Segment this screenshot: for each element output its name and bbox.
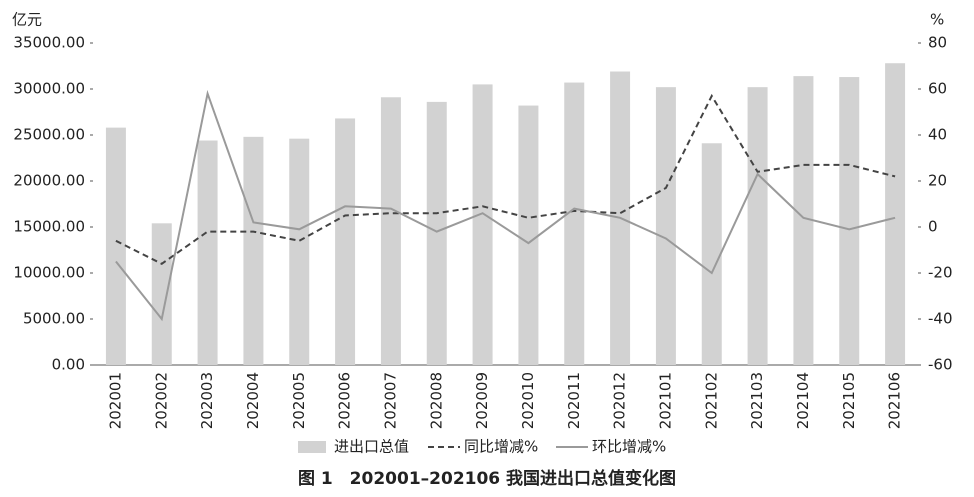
- y2-tick-label: 20: [928, 172, 947, 190]
- bar: [197, 140, 218, 365]
- x-tick-label: 202004: [244, 372, 262, 429]
- line: [115, 89, 896, 322]
- legend-label: 环比增减%: [592, 438, 666, 456]
- y2-tick-label: -40: [928, 310, 953, 328]
- y-tick-label: 25000.00: [13, 126, 85, 144]
- bar: [885, 63, 906, 366]
- x-tick-label: 202010: [519, 372, 537, 429]
- legend-label: 同比增减%: [464, 438, 538, 456]
- bar: [243, 136, 264, 365]
- bar: [289, 138, 310, 365]
- x-tick-label: 202007: [381, 372, 399, 429]
- bar: [105, 127, 126, 365]
- y2-tick-label: -20: [928, 264, 953, 282]
- legend-label: 进出口总值: [334, 438, 409, 456]
- bar: [747, 87, 768, 365]
- y-tick-label: 20000.00: [13, 172, 85, 190]
- y-tick-label: 35000.00: [13, 34, 85, 52]
- x-tick-label: 202001: [106, 372, 124, 429]
- bar: [380, 97, 401, 365]
- x-tick-label: 202101: [656, 372, 674, 429]
- x-tick-label: 202006: [336, 372, 354, 429]
- y2-tick-label: 0: [928, 218, 938, 236]
- y2-tick-label: 60: [928, 80, 947, 98]
- y-tick-label: 0.00: [52, 356, 85, 374]
- x-tick-label: 202012: [611, 372, 629, 429]
- y2-unit-label: %: [930, 11, 944, 29]
- bar: [793, 76, 814, 366]
- caption: 图 1 202001–202106 我国进出口总值变化图: [298, 468, 676, 489]
- bar: [564, 82, 585, 365]
- x-tick-label: 202102: [702, 372, 720, 429]
- bar: [701, 143, 722, 365]
- x-tick-label: 202005: [290, 372, 308, 429]
- x-tick-label: 202105: [840, 372, 858, 429]
- x-tick-label: 202103: [748, 372, 766, 429]
- x-tick-label: 202008: [427, 372, 445, 429]
- bar: [472, 84, 493, 366]
- x-tick-label: 202003: [198, 372, 216, 429]
- x-tick-label: 202106: [886, 372, 904, 429]
- y-tick-label: 30000.00: [13, 80, 85, 98]
- bar: [335, 118, 356, 365]
- y2-tick-label: 40: [928, 126, 947, 144]
- bar: [839, 77, 860, 365]
- y-tick-label: 15000.00: [13, 218, 85, 236]
- y-tick-label: 10000.00: [13, 264, 85, 282]
- x-tick-label: 202104: [794, 372, 812, 429]
- x-tick-label: 202011: [565, 372, 583, 429]
- x-tick-label: 202009: [473, 372, 491, 429]
- bar: [518, 105, 539, 365]
- y-tick-label: 5000.00: [23, 310, 85, 328]
- bar: [151, 223, 172, 365]
- legend-swatch: [298, 441, 326, 453]
- bar: [426, 101, 447, 365]
- y2-tick-label: -60: [928, 356, 953, 374]
- x-tick-label: 202002: [152, 372, 170, 429]
- y2-tick-label: 80: [928, 34, 947, 52]
- y-unit-label: 亿元: [12, 11, 42, 29]
- line: [115, 93, 896, 265]
- bar: [655, 87, 676, 365]
